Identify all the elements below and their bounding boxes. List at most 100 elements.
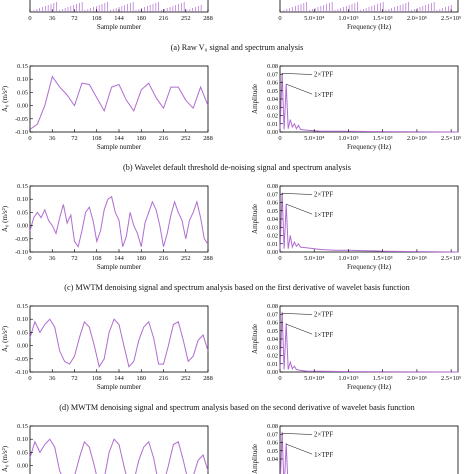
y-tick-label: 0.02 [267,353,278,360]
x-tick-label: 2.0×10⁵ [407,15,427,22]
x-tick-label: 36 [49,15,55,22]
x-tick-label: 5.0×10⁴ [304,255,325,262]
x-tick-label: 144 [114,135,124,142]
y-axis-label: Amplitude [251,84,259,114]
y-tick-label: 0.01 [267,361,278,368]
y-axis-label: Amplitude [251,204,259,234]
y-tick-label: 0.15 [17,303,28,310]
x-tick-label: 1.5×10⁵ [373,15,393,22]
annotation-2tpf: 2×TPF [314,191,333,198]
x-tick-label: 36 [49,135,55,142]
annotation-2tpf: 2×TPF [314,431,333,438]
annotation-leader [286,443,313,455]
series-line [280,431,289,474]
x-axis-label: Frequency (Hz) [347,143,392,151]
chart-b-time: 0 36 72 108 144 180 216 252 288 -0.10 -0.05 0.00 0.0… [1,63,213,151]
y-tick-label: 0.07 [267,311,278,318]
y-tick-label: 0.15 [17,63,28,70]
y-tick-label: 0.05 [17,449,28,456]
plot-frame [279,65,459,133]
y-tick-label: 0.05 [17,89,28,96]
x-tick-label: 36 [49,255,55,262]
x-tick-label: 0 [278,15,281,22]
y-tick-label: 0.05 [267,208,278,215]
annotation-leader [282,193,313,195]
y-tick-label: 0.08 [267,303,278,310]
y-tick-label: -0.10 [15,369,28,376]
plot-frame [29,65,209,133]
x-tick-label: 1.5×10⁵ [373,135,393,142]
y-tick-label: 0.05 [17,209,28,216]
plot-frame [279,185,459,253]
annotation-1tpf: 1×TPF [314,92,333,99]
x-tick-label: 1.5×10⁵ [373,255,393,262]
x-tick-label: 72 [71,15,77,22]
x-tick-label: 2.5×10⁵ [441,375,461,382]
plot-frame [29,425,209,474]
x-axis-label: Sample number [97,23,142,31]
y-tick-label: 0.05 [267,88,278,95]
x-axis-label: Frequency (Hz) [347,263,392,271]
x-tick-label: 2.5×10⁵ [441,135,461,142]
caption-b: (b) Wavelet default threshold de-noising… [123,163,351,172]
y-tick-label: 0.07 [267,191,278,198]
x-tick-label: 2.0×10⁵ [407,255,427,262]
x-tick-label: 5.0×10⁴ [304,375,325,382]
y-tick-label: 0.08 [267,423,278,430]
x-tick-label: 72 [71,135,77,142]
annotation-leader [286,83,313,95]
y-tick-label: 0.07 [267,431,278,438]
x-axis-label: Frequency (Hz) [347,23,392,31]
y-tick-label: -0.05 [15,356,28,363]
chart-a-spec: 0 5.0×10⁴ 1.0×10⁵ 1.5×10⁵ 2.0×10⁵ 2.5×10⁵ Freq… [278,0,461,31]
x-tick-label: 1.0×10⁵ [338,135,358,142]
x-tick-label: 252 [181,375,191,382]
x-tick-label: 2.0×10⁵ [407,375,427,382]
y-axis-label: A₀ (m/s²) [1,445,9,472]
y-tick-label: 0.10 [17,436,28,443]
x-tick-label: 252 [181,15,191,22]
y-tick-label: 0.06 [267,440,278,447]
x-tick-label: 288 [203,135,213,142]
y-tick-label: 0.05 [17,329,28,336]
x-tick-label: 108 [92,375,102,382]
chart-c-spec: 0 5.0×10⁴ 1.0×10⁵ 1.5×10⁵ 2.0×10⁵ 2.5×10⁵ 0.00… [251,183,461,271]
y-tick-label: 0.10 [17,196,28,203]
y-axis-label: Amplitude [251,324,259,354]
y-axis-label: A₀ (m/s²) [1,205,9,232]
x-tick-label: 108 [92,135,102,142]
y-axis-label: Amplitude [251,444,259,474]
annotation-leader [282,313,313,315]
annotation-leader [286,203,313,215]
series-line [29,438,209,474]
y-tick-label: 0.06 [267,320,278,327]
series-line [29,75,209,130]
y-tick-label: 0.05 [267,328,278,335]
x-tick-label: 108 [92,15,102,22]
y-tick-label: 0.01 [267,121,278,128]
x-tick-label: 2.5×10⁵ [441,15,461,22]
y-tick-label: 0.06 [267,80,278,87]
y-tick-label: 0.15 [17,183,28,190]
y-tick-label: 0.15 [17,423,28,430]
x-axis-label: Sample number [97,383,142,391]
x-tick-label: 0 [28,375,31,382]
y-tick-label: 0.10 [17,316,28,323]
x-tick-label: 216 [159,255,169,262]
y-tick-label: 0.00 [17,103,28,110]
y-tick-label: 0.08 [267,183,278,190]
chart-d-time: 0 36 72 108 144 180 216 252 288 -0.10 -0.05 0.00 0.0… [1,303,213,391]
series-line [29,195,209,248]
x-tick-label: 0 [28,255,31,262]
y-axis-label: A₀ (m/s²) [1,325,9,352]
x-tick-label: 5.0×10⁴ [304,15,325,22]
x-tick-label: 180 [136,135,146,142]
y-tick-label: 0.03 [267,104,278,111]
plot-frame [279,425,459,474]
x-tick-label: 1.5×10⁵ [373,375,393,382]
x-tick-label: 1.0×10⁵ [338,255,358,262]
y-tick-label: 0.10 [17,76,28,83]
x-tick-label: 2.5×10⁵ [441,255,461,262]
y-tick-label: 0.03 [267,344,278,351]
